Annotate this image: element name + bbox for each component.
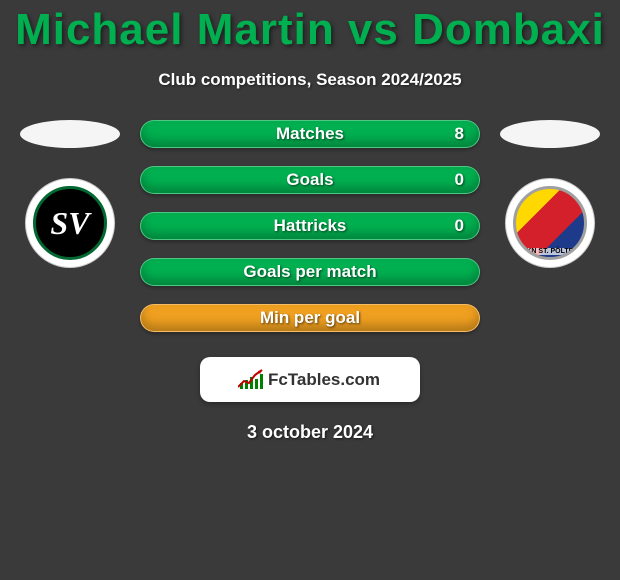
left-player-avatar	[20, 120, 120, 148]
stat-bar: Goals per match	[140, 258, 480, 286]
brand-chart-icon	[240, 371, 263, 389]
left-badge-text: SV	[50, 205, 89, 242]
page-title: Michael Martin vs Dombaxi	[0, 5, 620, 55]
stat-value: 0	[455, 216, 464, 236]
stats-list: Matches 8 Goals 0 Hattricks 0 Goals per match M…	[140, 120, 480, 332]
subtitle: Club competitions, Season 2024/2025	[0, 70, 620, 90]
stat-bar: Goals 0	[140, 166, 480, 194]
stat-label: Goals per match	[243, 262, 376, 282]
stat-label: Hattricks	[274, 216, 347, 236]
footer-date: 3 october 2024	[0, 422, 620, 443]
stat-label: Matches	[276, 124, 344, 144]
right-club-badge: SKN ST. PÖLTEN	[505, 178, 595, 268]
brand-label: FcTables.com	[268, 370, 380, 390]
right-badge-text: SKN ST. PÖLTEN	[516, 248, 584, 255]
stat-label: Min per goal	[260, 308, 360, 328]
brand-box: FcTables.com	[200, 357, 420, 402]
right-player-col: SKN ST. PÖLTEN	[490, 120, 610, 268]
stat-value: 8	[455, 124, 464, 144]
stat-label: Goals	[286, 170, 333, 190]
left-player-col: SV	[10, 120, 130, 268]
left-club-badge: SV	[25, 178, 115, 268]
stat-bar: Hattricks 0	[140, 212, 480, 240]
right-player-avatar	[500, 120, 600, 148]
stat-bar: Min per goal	[140, 304, 480, 332]
stat-bar: Matches 8	[140, 120, 480, 148]
stat-value: 0	[455, 170, 464, 190]
comparison-content: SV Matches 8 Goals 0 Hattricks 0 Goals per mat…	[0, 120, 620, 332]
